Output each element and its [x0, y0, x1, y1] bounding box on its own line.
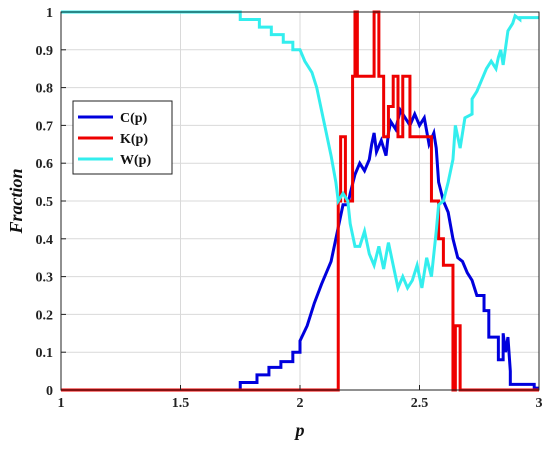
- series-line-2: [61, 10, 539, 293]
- x-tick-label: 2.5: [411, 396, 429, 411]
- y-tick-label: 0.6: [36, 157, 54, 172]
- y-tick-label: 0.4: [36, 233, 54, 248]
- y-tick-label: 0.7: [36, 119, 54, 134]
- y-tick-label: 1: [46, 6, 53, 21]
- legend-label-c: C(p): [120, 111, 148, 126]
- y-axis-title: Fraction: [6, 168, 26, 234]
- y-tick-label: 0.5: [36, 195, 54, 210]
- series-lines: [61, 10, 539, 392]
- y-tick-label: 0.2: [36, 308, 54, 323]
- legend: C(p) K(p) W(p): [72, 100, 173, 175]
- x-tick-label: 1.5: [172, 396, 190, 411]
- y-tick-label: 0.3: [36, 271, 54, 286]
- legend-label-w: W(p): [120, 153, 151, 168]
- x-tick-label: 3: [536, 396, 543, 411]
- x-axis-title: p: [294, 420, 305, 440]
- series-line-1: [61, 10, 539, 392]
- y-tick-label: 0: [46, 384, 53, 399]
- x-tick-label: 2: [297, 396, 304, 411]
- y-tick-label: 0.1: [36, 346, 54, 361]
- x-tick-label: 1: [58, 396, 65, 411]
- y-tick-label: 0.8: [36, 82, 54, 97]
- axis-ticks: 1 1.5 2 2.5 3 0 0.1 0.2 0.3 0.4 0.5 0.6 0.7 0.8 0.9 1: [36, 6, 543, 411]
- series-line-0: [61, 106, 539, 392]
- legend-label-k: K(p): [120, 132, 148, 147]
- y-tick-label: 0.9: [36, 44, 54, 59]
